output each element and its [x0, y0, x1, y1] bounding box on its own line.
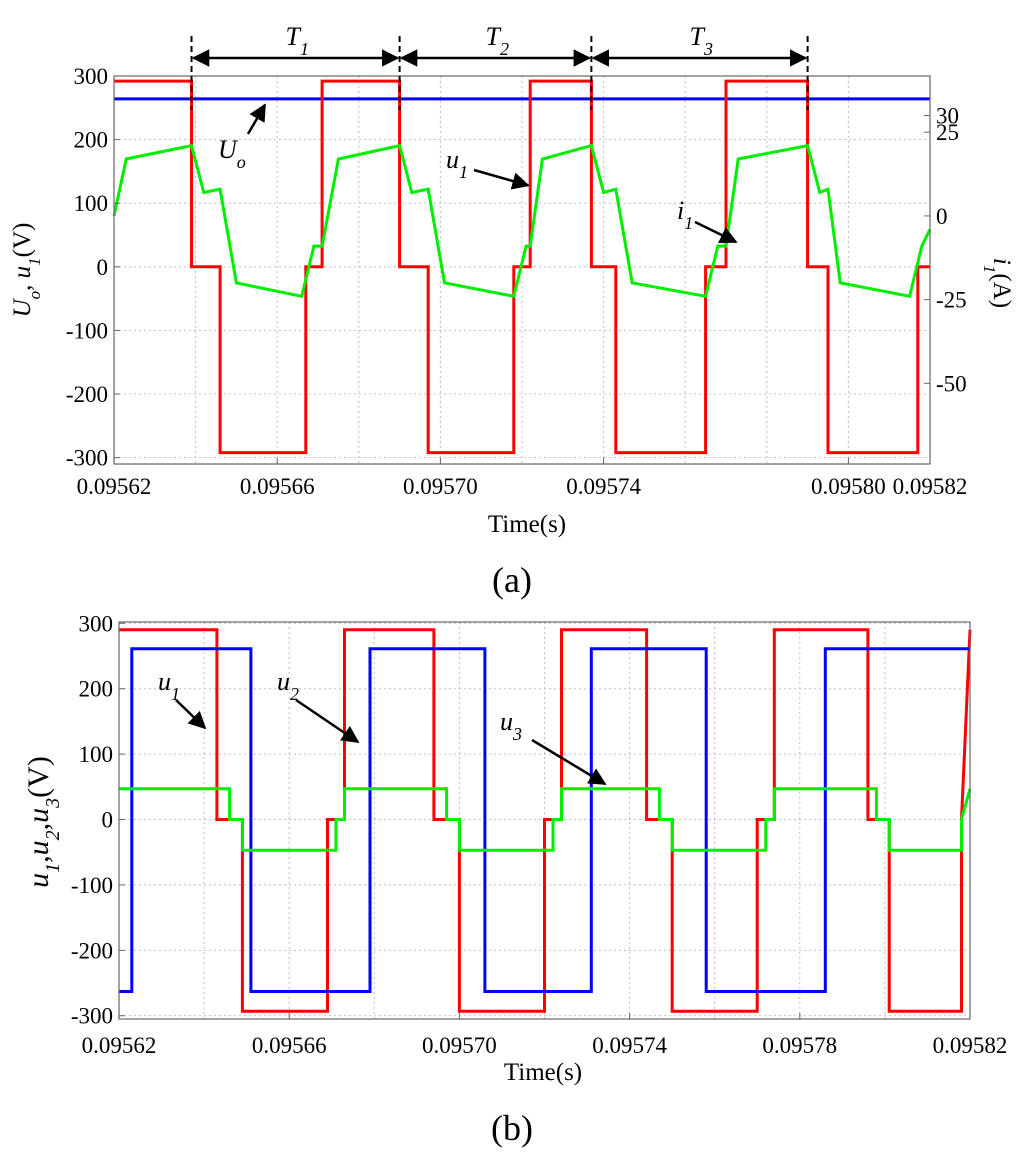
- y-tick-label: 100: [79, 742, 114, 767]
- annotation-u1: u1: [158, 667, 180, 704]
- y-tick-label-left: 0: [97, 255, 109, 280]
- y-tick-label: 300: [79, 611, 114, 636]
- y-axis-label-b: u1,u2,u3(V): [22, 756, 64, 888]
- period-label: T1: [286, 22, 309, 59]
- y-tick-label-left: -300: [66, 446, 108, 471]
- series-u_3: [119, 787, 972, 852]
- x-tick-label: 0.09574: [592, 1033, 667, 1058]
- x-ticks-b: 0.09562 0.09566 0.09570 0.09574 0.09578 0.095…: [82, 1013, 1008, 1058]
- y-tick-label: -100: [71, 873, 113, 898]
- y-tick-label-right: 30: [936, 104, 959, 129]
- annotations-b: u1 u2 u3: [158, 667, 607, 786]
- chart-panel-a: 0.09562 0.09566 0.09570 0.09574 0.09580 0.095…: [9, 22, 1015, 600]
- y-tick-label-left: 100: [74, 191, 109, 216]
- x-ticks-a: 0.09562 0.09566 0.09570 0.09574 0.09580 0.095…: [77, 458, 968, 499]
- y-ticks-left-a: 300 200 100 0 -100 -200 -300: [66, 64, 120, 471]
- y-tick-label-left: 300: [74, 64, 109, 89]
- y-tick-label: 0: [102, 808, 114, 833]
- x-tick-label: 0.09582: [893, 474, 968, 499]
- plot-frame-b: [118, 621, 971, 1020]
- annotation-arrow: [175, 699, 207, 730]
- y-tick-label-right: -25: [936, 288, 967, 313]
- grid-a: [113, 75, 931, 464]
- chart-panel-b: 0.09562 0.09566 0.09570 0.09574 0.09578 0.095…: [22, 611, 1007, 1148]
- y-tick-label-right: 0: [936, 204, 948, 229]
- y-tick-label-left: -100: [66, 318, 108, 343]
- plot-frame-a: [113, 75, 931, 465]
- x-axis-label-a: Time(s): [488, 511, 566, 538]
- y-tick-label: -300: [71, 1004, 113, 1029]
- x-axis-label-b: Time(s): [504, 1059, 582, 1086]
- x-tick-label: 0.09562: [77, 474, 152, 499]
- series-group-a: [112, 79, 932, 455]
- x-tick-label: 0.09578: [762, 1033, 837, 1058]
- annotation-u3: u3: [500, 707, 522, 744]
- annotation-arrow: [531, 738, 607, 786]
- series-u_1: [114, 79, 930, 455]
- x-tick-label: 0.09570: [403, 474, 478, 499]
- x-tick-label: 0.09570: [422, 1033, 497, 1058]
- annotation-uo: Uo: [218, 135, 246, 172]
- y-tick-label: -200: [71, 938, 113, 963]
- y-tick-label: 200: [79, 677, 114, 702]
- x-tick-label: 0.09580: [811, 474, 886, 499]
- y-tick-label-left: -200: [66, 382, 108, 407]
- annotation-i1: i1: [677, 196, 693, 233]
- x-tick-label: 0.09566: [252, 1033, 327, 1058]
- panel-label-b: (b): [491, 1108, 533, 1148]
- period-label: T3: [689, 22, 712, 59]
- x-tick-label: 0.09582: [933, 1033, 1008, 1058]
- x-tick-label: 0.09566: [240, 474, 315, 499]
- annotation-u2: u2: [277, 667, 299, 704]
- y-axis-label-left-a: Uo, u1(V): [9, 223, 44, 318]
- x-tick-label: 0.09574: [566, 474, 641, 499]
- annotation-arrow: [694, 220, 738, 244]
- series-u_2: [119, 647, 970, 993]
- annotation-u1: u1: [446, 145, 468, 182]
- period-markers: T1 T2 T3: [190, 22, 809, 110]
- y-axis-label-right-a: i1(A): [981, 258, 1016, 308]
- period-label: T2: [485, 22, 508, 59]
- series-i_1: [112, 143, 932, 299]
- y-ticks-b: 300 200 100 0 -100 -200 -300: [71, 611, 125, 1029]
- y-tick-label-right: 25: [936, 120, 959, 145]
- annotation-arrow: [246, 103, 267, 135]
- panel-label-a: (a): [492, 560, 532, 600]
- annotation-arrow: [473, 168, 530, 190]
- x-tick-label: 0.09562: [82, 1033, 157, 1058]
- y-tick-label-left: 200: [74, 128, 109, 153]
- y-tick-label-right: -50: [936, 371, 967, 396]
- series-group-b: [119, 628, 972, 1013]
- annotations-a: Uo u1 i1: [218, 103, 738, 244]
- annotation-arrow: [295, 698, 360, 744]
